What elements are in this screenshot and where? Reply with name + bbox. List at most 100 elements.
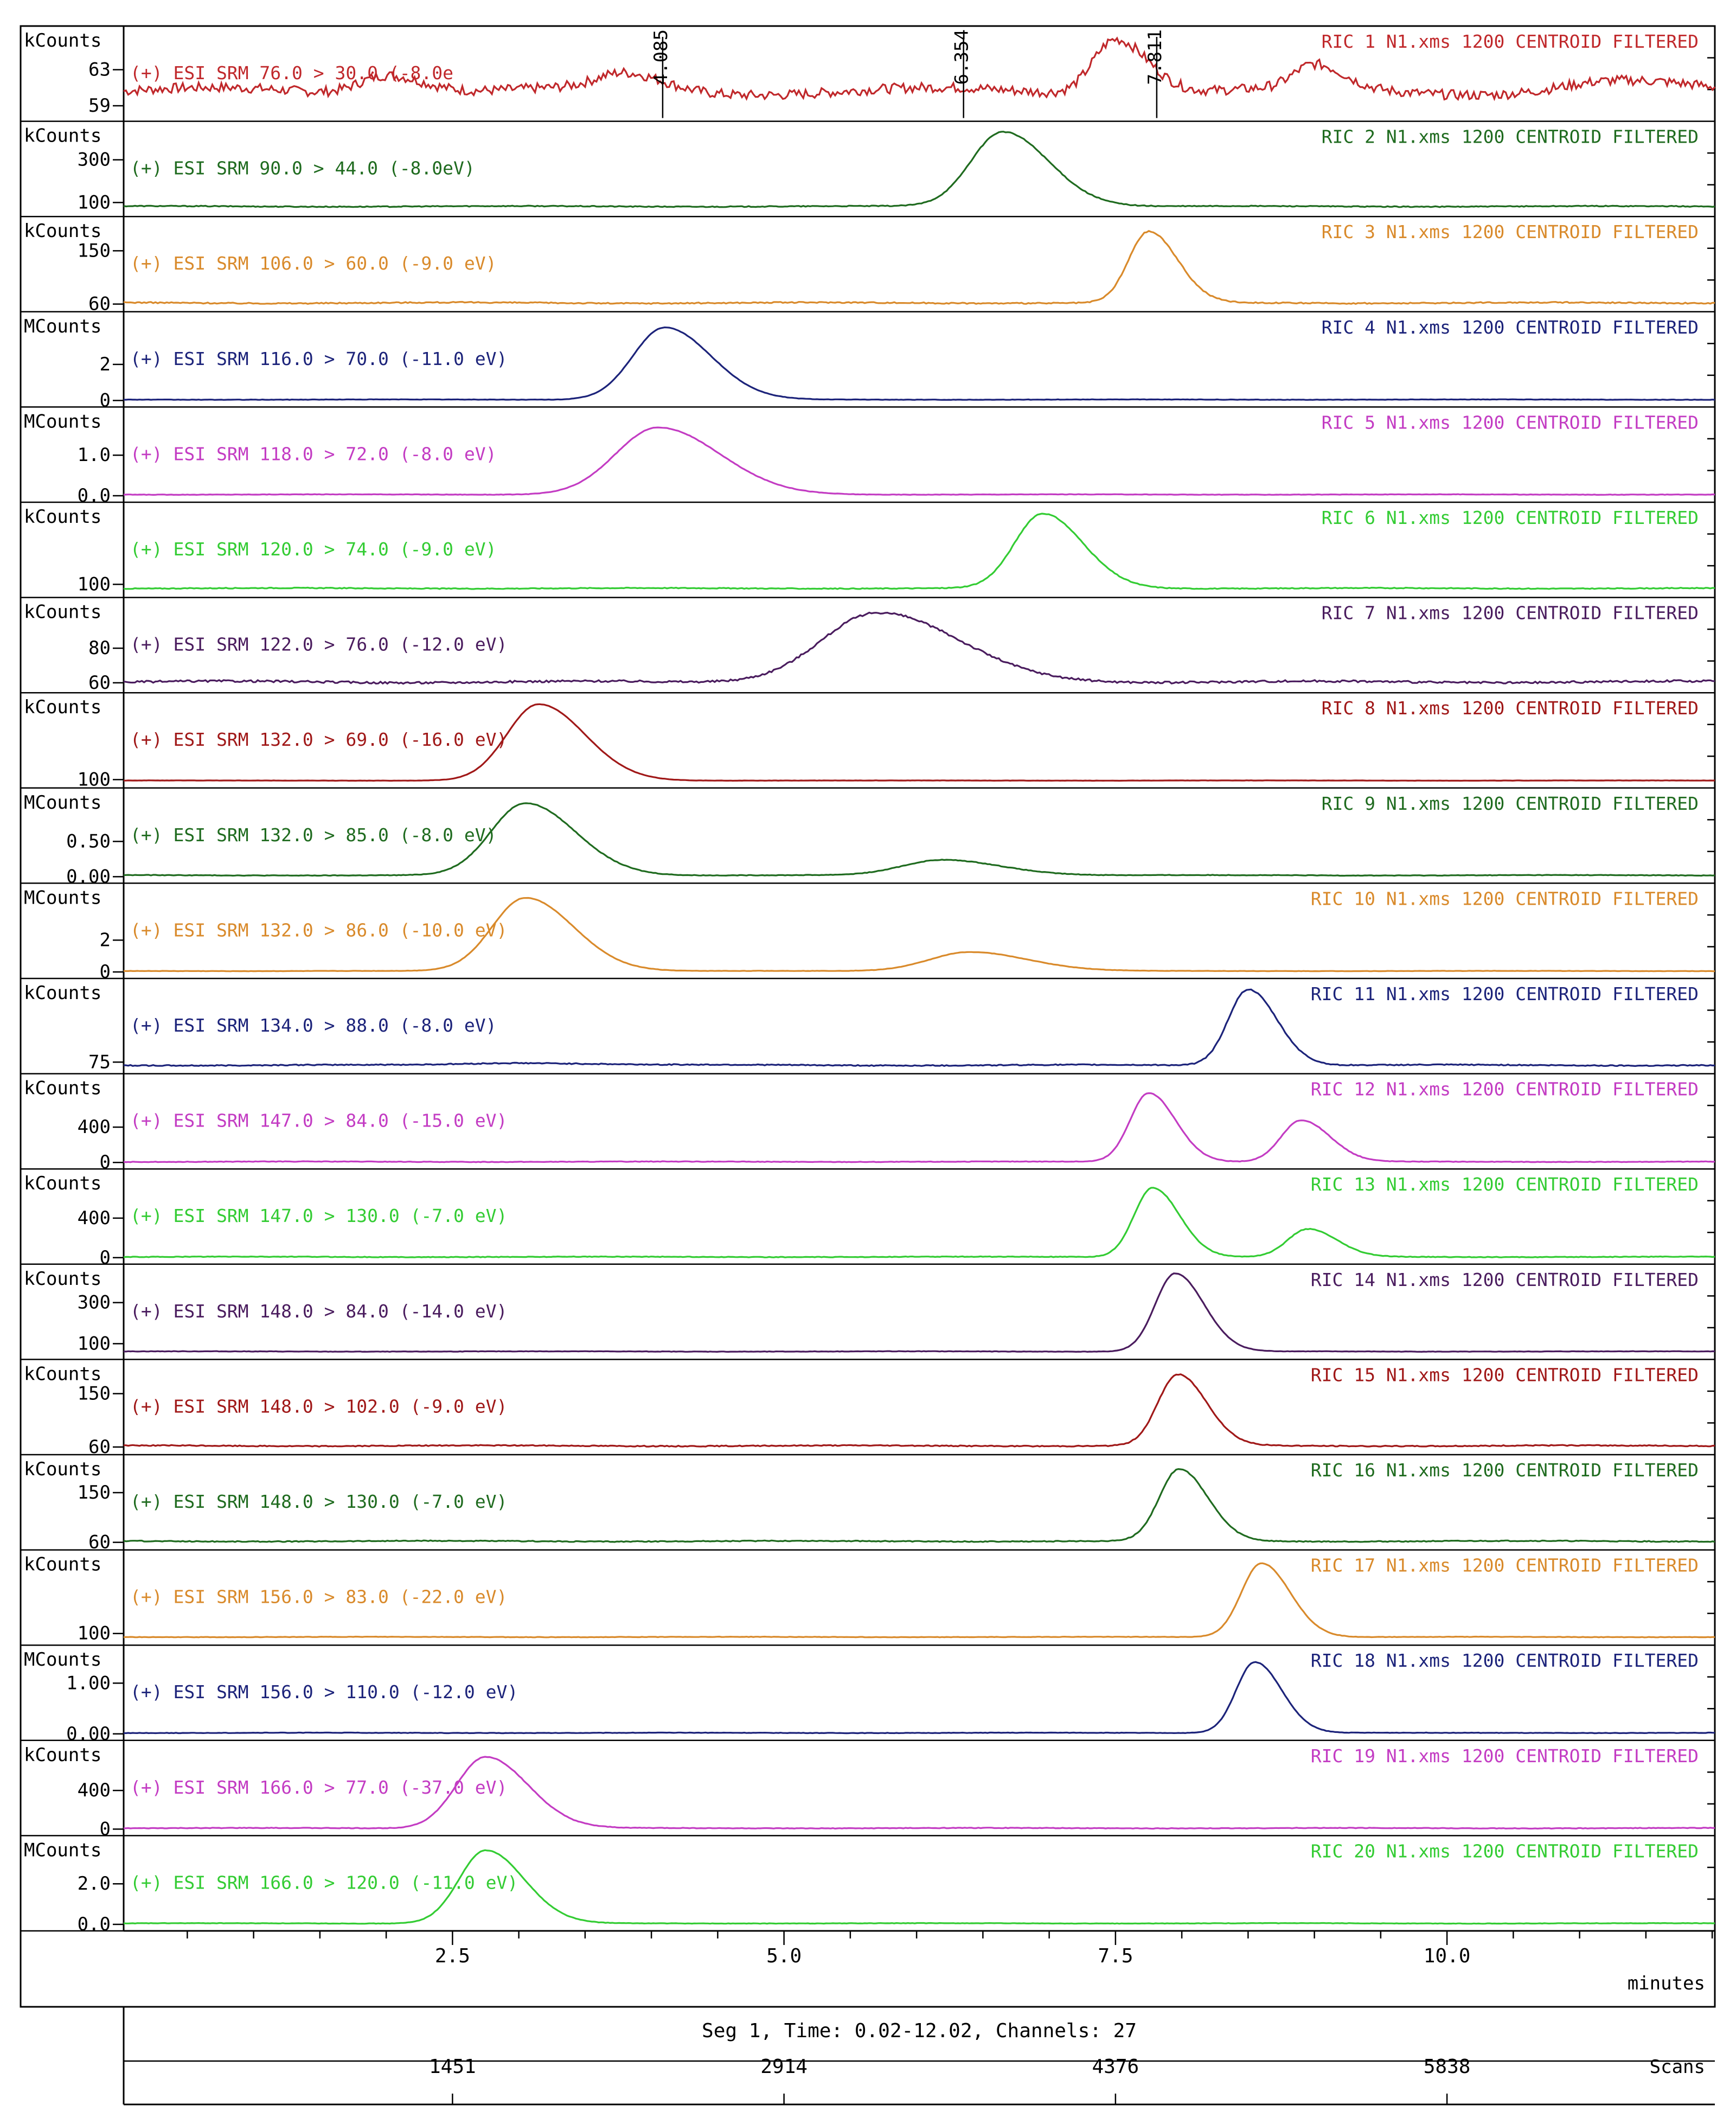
y-tick-label: 300 [78, 1292, 111, 1314]
channel-label: (+) ESI SRM 132.0 > 85.0 (-8.0 eV) [130, 824, 497, 846]
channel-label: (+) ESI SRM 90.0 > 44.0 (-8.0eV) [130, 158, 475, 179]
trace-ric-13 [123, 1187, 1715, 1258]
channel-label: (+) ESI SRM 122.0 > 76.0 (-12.0 eV) [130, 634, 507, 655]
panel-6: kCounts 100 (+) ESI SRM 120.0 > 74.0 (-9.0… [21, 502, 1715, 598]
trace-ric-16 [123, 1468, 1715, 1543]
trace-ric-12 [123, 1092, 1715, 1163]
trace-ric-15 [124, 1373, 1715, 1448]
panel-unit-label: kCounts [24, 30, 101, 52]
ric-label: RIC 12 N1.xms 1200 CENTROID FILTERED [1311, 1079, 1699, 1100]
y-tick-label: 59 [88, 95, 111, 117]
x-tick-label: 7.5 [1098, 1945, 1133, 1967]
trace-ric-18 [123, 1661, 1715, 1735]
panel-unit-label: kCounts [24, 1078, 101, 1099]
ric-label: RIC 17 N1.xms 1200 CENTROID FILTERED [1311, 1555, 1699, 1576]
trace-ric-5 [123, 426, 1715, 496]
trace-ric-11 [123, 988, 1715, 1067]
ric-label: RIC 9 N1.xms 1200 CENTROID FILTERED [1322, 793, 1699, 814]
y-tick-label: 0.00 [66, 866, 111, 887]
panel-1: kCounts 63 59 (+) ESI SRM 76.0 > 30.0 (-8.0… [21, 26, 1716, 122]
retention-markers: 4.085 6.354 7.811 [650, 29, 1166, 118]
scan-tick-label: 2914 [760, 2056, 808, 2078]
ric-label: RIC 13 N1.xms 1200 CENTROID FILTERED [1311, 1174, 1699, 1195]
channel-label: (+) ESI SRM 156.0 > 110.0 (-12.0 eV) [130, 1681, 518, 1703]
panel-unit-label: kCounts [24, 1268, 101, 1290]
segment-info: Seg 1, Time: 0.02-12.02, Channels: 27 [702, 2020, 1137, 2042]
y-tick-label: 300 [78, 149, 111, 171]
ric-label: RIC 8 N1.xms 1200 CENTROID FILTERED [1322, 698, 1699, 719]
x-tick-label: 2.5 [435, 1945, 470, 1967]
panel-unit-label: kCounts [24, 602, 101, 623]
scan-tick-label: 1451 [429, 2056, 476, 2078]
marker-label: 7.811 [1144, 29, 1166, 85]
trace-ric-3 [123, 230, 1715, 305]
channel-label: (+) ESI SRM 156.0 > 83.0 (-22.0 eV) [130, 1586, 507, 1608]
trace-ric-17 [123, 1562, 1715, 1639]
panel-unit-label: kCounts [24, 982, 101, 1004]
marker-label: 4.085 [650, 29, 672, 85]
y-tick-label: 0.0 [78, 485, 111, 507]
panel-unit-label: kCounts [24, 125, 101, 147]
ric-label: RIC 10 N1.xms 1200 CENTROID FILTERED [1311, 888, 1699, 909]
panel-unit-label: MCounts [24, 1839, 101, 1861]
y-tick-label: 60 [88, 1436, 111, 1458]
y-tick-label: 100 [78, 1623, 111, 1645]
ric-label: RIC 7 N1.xms 1200 CENTROID FILTERED [1322, 603, 1699, 624]
panel-10: MCounts 2 0 (+) ESI SRM 132.0 > 86.0 (-10.0… [21, 883, 1715, 983]
marker-label: 6.354 [951, 29, 973, 85]
trace-ric-14 [123, 1272, 1715, 1353]
channel-label: (+) ESI SRM 76.0 > 30.0 (-8.0e [130, 62, 453, 84]
channel-label: (+) ESI SRM 166.0 > 120.0 (-11.0 eV) [130, 1872, 518, 1893]
ric-label: RIC 4 N1.xms 1200 CENTROID FILTERED [1322, 317, 1699, 338]
channel-label: (+) ESI SRM 147.0 > 84.0 (-15.0 eV) [130, 1110, 507, 1131]
y-tick-label: 0 [100, 1818, 111, 1840]
ric-label: RIC 19 N1.xms 1200 CENTROID FILTERED [1311, 1745, 1699, 1767]
channel-label: (+) ESI SRM 148.0 > 130.0 (-7.0 eV) [130, 1491, 507, 1512]
y-tick-label: 400 [78, 1116, 111, 1138]
panel-5: MCounts 1.0 0.0 (+) ESI SRM 118.0 > 72.0 (-… [21, 407, 1715, 507]
trace-ric-9 [123, 802, 1715, 877]
y-tick-label: 2 [100, 354, 111, 375]
channel-label: (+) ESI SRM 106.0 > 60.0 (-9.0 eV) [130, 253, 497, 274]
panel-unit-label: MCounts [24, 316, 101, 337]
ric-label: RIC 1 N1.xms 1200 CENTROID FILTERED [1322, 31, 1699, 52]
channel-label: (+) ESI SRM 134.0 > 88.0 (-8.0 eV) [130, 1015, 497, 1036]
panel-9: MCounts 0.50 0.00 (+) ESI SRM 132.0 > 85.0 … [21, 788, 1715, 887]
time-axis: 2.5 5.0 7.5 10.0 minutes [124, 1930, 1715, 1994]
panel-8: kCounts 100 (+) ESI SRM 132.0 > 69.0 (-16.… [21, 693, 1715, 790]
panel-unit-label: kCounts [24, 696, 101, 718]
y-tick-label: 100 [78, 573, 111, 595]
outer-frame [20, 25, 1716, 2008]
y-tick-label: 75 [88, 1051, 111, 1073]
ric-label: RIC 6 N1.xms 1200 CENTROID FILTERED [1322, 507, 1699, 528]
y-tick-label: 100 [78, 191, 111, 213]
y-tick-label: 100 [78, 1333, 111, 1354]
panel-12: kCounts 400 0 (+) ESI SRM 147.0 > 84.0 (-15… [21, 1073, 1715, 1173]
trace-ric-19 [123, 1756, 1715, 1830]
y-tick-label: 0 [100, 1247, 111, 1269]
x-tick-label: 10.0 [1424, 1945, 1471, 1967]
y-tick-label: 150 [78, 1482, 111, 1503]
panel-unit-label: kCounts [24, 1458, 101, 1480]
panels-layer: kCounts 63 59 (+) ESI SRM 76.0 > 30.0 (-8.0… [20, 25, 1716, 2008]
ric-label: RIC 2 N1.xms 1200 CENTROID FILTERED [1322, 126, 1699, 148]
channel-label: (+) ESI SRM 148.0 > 102.0 (-9.0 eV) [130, 1396, 507, 1417]
y-tick-label: 0.0 [78, 1914, 111, 1935]
channel-label: (+) ESI SRM 118.0 > 72.0 (-8.0 eV) [130, 443, 497, 464]
x-tick-label: 5.0 [766, 1945, 802, 1967]
trace-ric-20 [123, 1849, 1715, 1925]
channel-label: (+) ESI SRM 132.0 > 69.0 (-16.0 eV) [130, 729, 507, 750]
panel-19: kCounts 400 0 (+) ESI SRM 166.0 > 77.0 (-37… [21, 1740, 1715, 1840]
ric-label: RIC 20 N1.xms 1200 CENTROID FILTERED [1311, 1840, 1699, 1861]
panel-unit-label: kCounts [24, 1363, 101, 1385]
y-tick-label: 80 [88, 637, 111, 659]
panel-unit-label: MCounts [24, 887, 101, 908]
trace-ric-6 [123, 513, 1715, 590]
scan-axis-label: Scans [1650, 2056, 1705, 2078]
